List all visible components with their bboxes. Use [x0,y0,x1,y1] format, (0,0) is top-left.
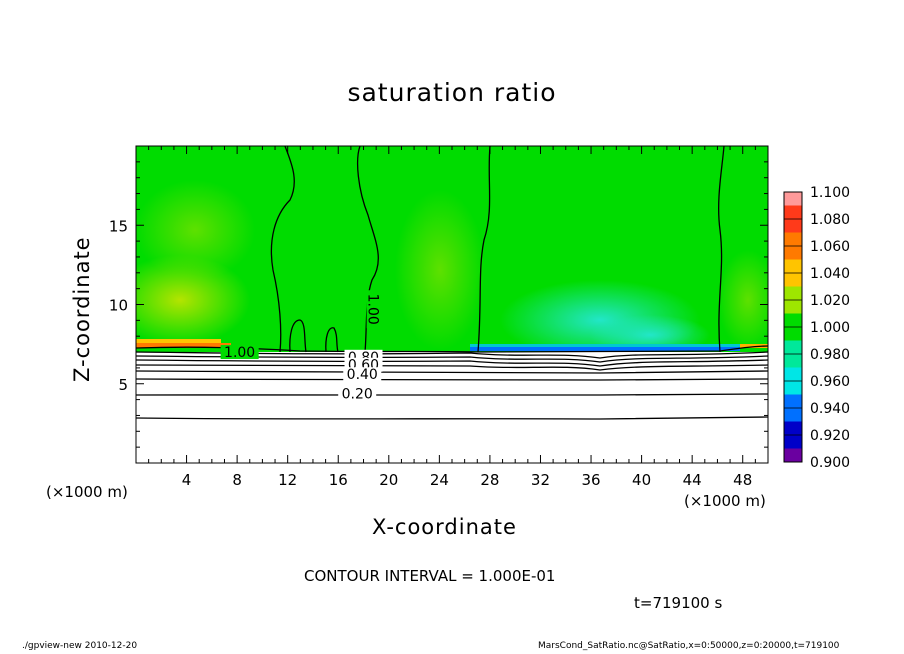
contour-label: 0.40 [347,367,378,383]
footer-right: MarsCond_SatRatio.nc@SatRatio,x=0:50000,… [538,641,840,651]
x-tick-label: 40 [632,471,651,489]
contour-line-15 [135,416,769,420]
contour-labels: 1.001.000.800.600.400.20 [220,290,383,402]
contour-line-4 [718,145,725,353]
time-label: t=719100 s [634,594,723,612]
heatmap-field [136,146,768,463]
colorbar-swatch [784,205,802,219]
colorbar-swatch [784,367,802,381]
x-axis-label: X-coordinate [372,515,517,539]
contour-label-bg [343,367,382,382]
contour-label-bg [220,345,259,360]
colorbar-label: 1.100 [810,185,850,201]
y-tick-label: 15 [109,217,128,235]
colorbar-label: 1.040 [810,266,850,282]
y-tick-label: 10 [109,297,128,315]
x-unit-right: (×1000 m) [684,492,766,510]
colorbar-label: 1.000 [810,320,850,336]
colorbar-swatch [784,246,802,260]
colorbar-swatch [784,192,802,206]
x-tick-label: 16 [329,471,348,489]
contour-line-1 [270,145,295,353]
x-tick-label: 44 [683,471,702,489]
colorbar-swatch [784,394,802,408]
y-tick-label: 5 [118,376,128,394]
x-tick-label: 28 [480,471,499,489]
x-unit-left: (×1000 m) [46,483,128,501]
yellow-patch-right [718,250,768,350]
colorbar-swatch [784,219,802,233]
yellow-patch-left [136,255,250,345]
contour-line-5 [289,319,307,353]
colorbar-label: 0.960 [810,374,850,390]
x-tick-label: 24 [430,471,449,489]
subsaturated-region [136,352,768,463]
x-tick-label: 48 [733,471,752,489]
x-tick-label: 4 [182,471,192,489]
x-tick-label: 36 [581,471,600,489]
colorbar-label: 0.940 [810,401,850,417]
contour-label-bg [366,290,381,329]
contour-line-3 [477,145,491,353]
colorbar-swatch [784,448,802,462]
colorbar-swatch [784,381,802,395]
colorbar-swatch [784,421,802,435]
colorbar-swatch [784,340,802,354]
colorbar-label: 0.920 [810,428,850,444]
yellow-patch-mid [395,190,485,350]
colorbar-swatch [784,232,802,246]
colorbar-label: 1.060 [810,239,850,255]
blue-band-right [470,347,740,351]
colorbar-swatch [784,354,802,368]
x-tick-label: 20 [379,471,398,489]
contour-line-10 [135,359,769,367]
colorbar: 1.100 1.080 1.060 1.040 1.020 1.000 0.980 0.960… [783,185,850,471]
colorbar-label: 1.080 [810,212,850,228]
contour-interval-label: CONTOUR INTERVAL = 1.000E-01 [304,567,556,585]
yellow-band-left [136,339,221,343]
colorbar-swatch [784,313,802,327]
colorbar-label: 0.980 [810,347,850,363]
orange-band-right [735,344,768,348]
colorbar-label: 1.020 [810,293,850,309]
contour-label-bg [338,386,377,401]
yellow-patch-left-top [136,180,255,280]
colorbar-swatch [784,286,802,300]
chart-title: saturation ratio [347,78,557,107]
colorbar-swatch [784,435,802,449]
x-tick-label: 32 [531,471,550,489]
colorbar-swatch [784,273,802,287]
orange-band-left [136,343,231,348]
contour-line-11 [135,364,769,371]
colorbar-swatch [784,327,802,341]
x-tick-label: 12 [278,471,297,489]
contour-line-12 [135,370,769,374]
colorbar-swatch [784,408,802,422]
contour-label: 1.00 [224,345,255,361]
contour-line-13 [135,378,769,381]
contour-label: 0.20 [342,386,373,402]
contour-label: 1.00 [365,294,381,325]
colorbar-swatch [784,300,802,314]
cyan-band-right [470,344,740,347]
contour-line-14 [135,393,769,396]
x-tick-label: 8 [232,471,242,489]
colorbar-label: 0.900 [810,455,850,471]
colorbar-swatch [784,259,802,273]
contour-line-6 [325,327,339,353]
footer-left: ./gpview-new 2010-12-20 [22,641,138,651]
